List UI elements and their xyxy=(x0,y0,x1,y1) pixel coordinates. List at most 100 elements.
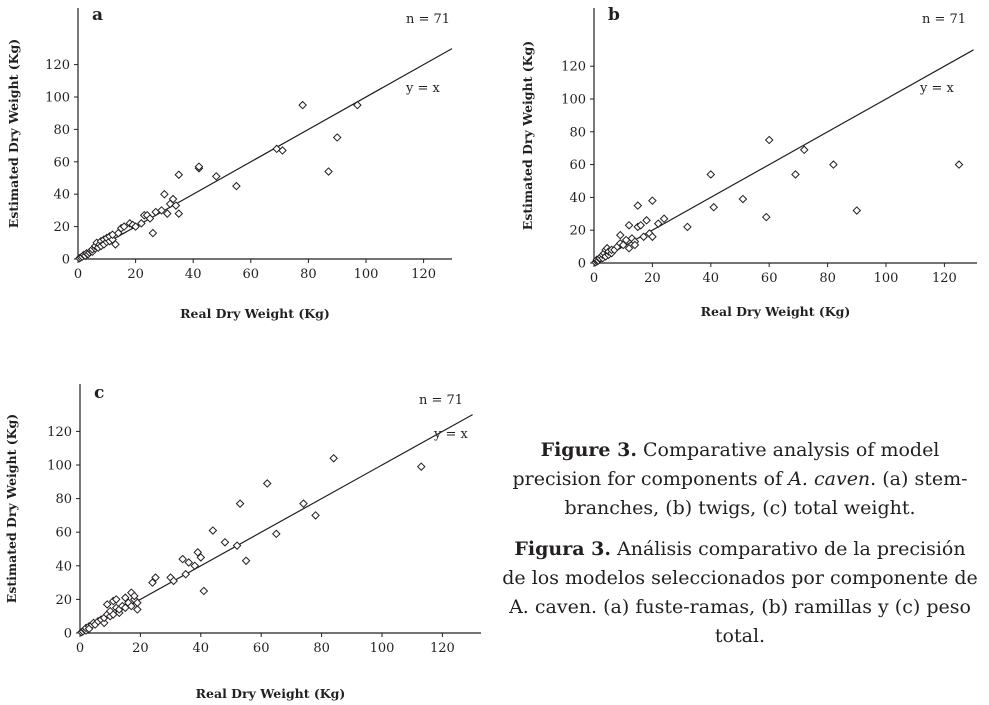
data-point-c xyxy=(169,576,178,586)
data-point-b xyxy=(761,212,771,222)
y-tick-label-b: 40 xyxy=(569,191,586,206)
data-point-c xyxy=(127,601,136,611)
data-point-b xyxy=(706,170,716,179)
y-tick-label-a: 100 xyxy=(45,91,70,106)
data-point-c xyxy=(329,453,338,463)
data-point-b xyxy=(829,160,838,169)
x-tick-label-c: 20 xyxy=(132,641,149,656)
y-tick-label-a: 0 xyxy=(62,253,70,268)
data-point-a xyxy=(157,206,166,215)
caption-es-label: Figura 3. xyxy=(514,538,611,560)
data-point-a xyxy=(174,209,184,218)
data-point-b xyxy=(738,194,748,204)
x-tick-label-a: 80 xyxy=(300,267,317,282)
data-point-a xyxy=(194,162,204,171)
caption-en-text-1: Comparative analysis of model precision … xyxy=(512,439,940,490)
x-tick-label-a: 100 xyxy=(354,267,379,282)
y-tick-label-c: 0 xyxy=(64,627,72,642)
data-point-a xyxy=(137,219,146,228)
data-point-b xyxy=(648,196,657,205)
data-point-c xyxy=(151,573,160,582)
data-point-c xyxy=(241,556,251,566)
x-tick-label-c: 0 xyxy=(76,641,84,656)
data-point-a xyxy=(131,222,140,231)
data-point-a xyxy=(278,146,287,155)
chart-panel-b: 0 20 40 60 80 100 120 0 20 40 60 80 100 120 Real Dry W… xyxy=(510,0,989,335)
data-point-c xyxy=(133,598,142,608)
data-point-a xyxy=(272,144,282,154)
y-tick-label-b: 60 xyxy=(569,158,586,173)
x-tick-label-b: 40 xyxy=(703,271,720,286)
data-point-b xyxy=(799,145,809,155)
x-tick-label-a: 120 xyxy=(411,267,436,282)
panel-label-c: c xyxy=(94,383,104,403)
x-tick-label-b: 100 xyxy=(874,271,899,286)
sample-size-label-b: n = 71 xyxy=(922,12,966,27)
caption-en-text-2: . (a) stem-branches, (b) twigs, (c) tota… xyxy=(564,468,968,519)
data-point-c xyxy=(235,499,245,508)
x-tick-label-b: 0 xyxy=(590,271,598,286)
data-point-c xyxy=(190,561,200,571)
data-point-a xyxy=(148,228,158,238)
data-point-c xyxy=(184,558,194,567)
data-point-a xyxy=(171,201,181,210)
x-tick-label-a: 20 xyxy=(127,267,144,282)
data-point-c xyxy=(102,600,112,609)
caption-es-text: Análisis comparativo de la precisión de … xyxy=(502,538,978,647)
y-tick-label-c: 20 xyxy=(55,593,72,608)
data-point-c xyxy=(416,462,426,471)
data-point-b xyxy=(648,232,657,242)
data-point-b xyxy=(624,243,634,253)
data-point-b xyxy=(642,216,651,225)
data-point-a xyxy=(119,222,129,231)
y-tick-label-b: 120 xyxy=(561,60,586,75)
y-tick-label-c: 80 xyxy=(55,492,72,507)
scatter-chart-c: 0 20 40 60 80 100 120 0 20 40 60 80 100 120 Real Dry W… xyxy=(4,383,481,701)
data-point-c xyxy=(262,479,272,488)
data-point-b xyxy=(633,201,643,210)
data-point-a xyxy=(162,209,172,218)
reference-line-c xyxy=(79,414,473,634)
x-tick-label-c: 100 xyxy=(370,641,395,656)
y-tick-label-c: 40 xyxy=(55,559,72,574)
y-tick-label-a: 40 xyxy=(53,188,70,203)
x-tick-label-c: 40 xyxy=(193,641,210,656)
chart-panel-a: 0 20 40 60 80 100 120 0 20 40 60 80 100 120 Real Dry W… xyxy=(0,0,470,335)
data-point-b xyxy=(764,135,774,145)
x-tick-label-a: 0 xyxy=(74,267,82,282)
data-point-c xyxy=(299,499,308,508)
data-point-b xyxy=(630,240,640,250)
x-tick-label-c: 120 xyxy=(430,641,455,656)
data-point-b xyxy=(615,230,625,240)
data-point-b xyxy=(954,160,964,169)
x-axis-title-a: Real Dry Weight (Kg) xyxy=(180,306,330,321)
figure-caption: Figure 3. Comparative analysis of model … xyxy=(500,436,980,663)
x-axis-title-b: Real Dry Weight (Kg) xyxy=(701,304,851,319)
data-point-b xyxy=(624,220,634,230)
y-tick-label-b: 20 xyxy=(569,224,586,239)
y-axis-title-a: Estimated Dry Weight (Kg) xyxy=(6,39,21,228)
line-label-c: y = x xyxy=(433,427,469,442)
x-tick-label-a: 60 xyxy=(243,267,260,282)
y-tick-label-b: 80 xyxy=(569,125,586,140)
data-point-b xyxy=(639,232,648,242)
y-tick-label-c: 100 xyxy=(47,459,72,474)
data-point-c xyxy=(99,618,109,628)
data-point-a xyxy=(324,167,333,176)
data-point-a xyxy=(353,100,362,110)
y-tick-label-c: 60 xyxy=(55,526,72,541)
y-axis-title-c: Estimated Dry Weight (Kg) xyxy=(4,414,19,603)
data-point-c xyxy=(232,541,242,550)
data-point-c xyxy=(271,529,281,539)
chart-panel-c: 0 20 40 60 80 100 120 0 20 40 60 80 100 120 Real Dry W… xyxy=(0,380,490,705)
data-point-a xyxy=(145,214,155,223)
y-tick-label-c: 120 xyxy=(47,425,72,440)
data-point-c xyxy=(196,553,206,562)
data-point-c xyxy=(120,593,130,603)
x-axis-title-c: Real Dry Weight (Kg) xyxy=(196,686,346,701)
data-point-c xyxy=(199,586,209,596)
data-point-c xyxy=(148,578,157,587)
data-point-a xyxy=(232,181,241,191)
y-tick-label-b: 100 xyxy=(561,93,586,108)
x-tick-label-b: 60 xyxy=(761,271,778,286)
